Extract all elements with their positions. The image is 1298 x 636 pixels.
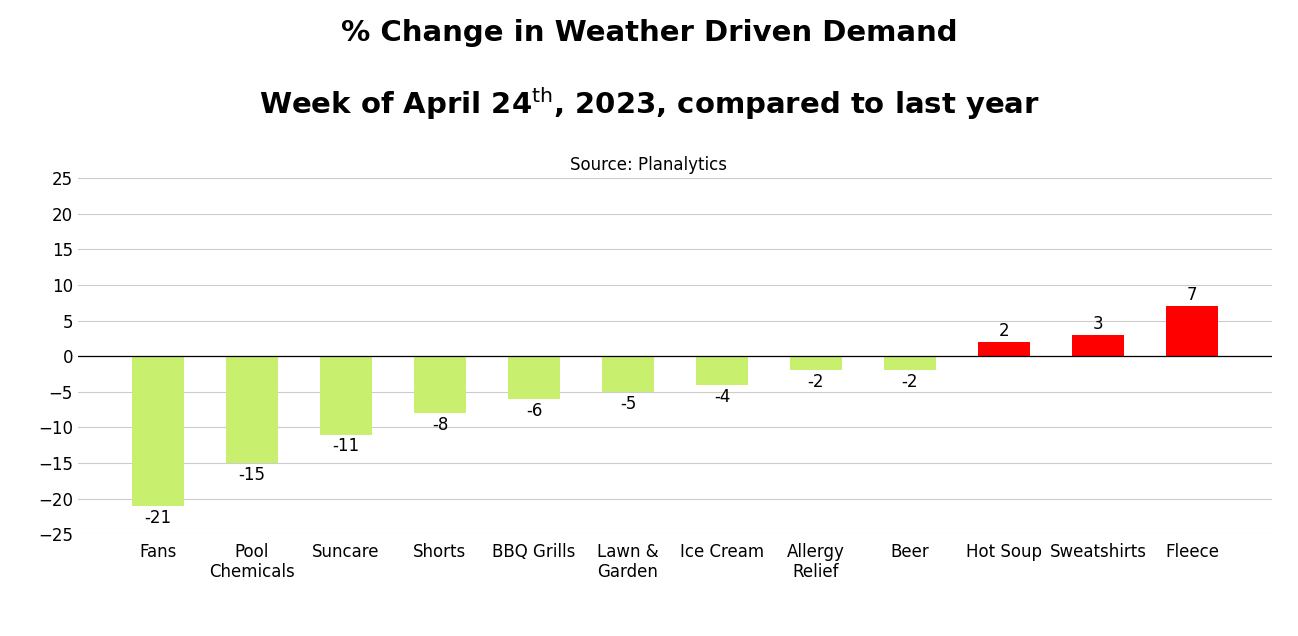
Text: -21: -21 — [144, 509, 171, 527]
Text: -5: -5 — [619, 394, 636, 413]
Bar — [1072, 335, 1124, 356]
Text: -11: -11 — [332, 438, 360, 455]
Bar — [226, 356, 278, 463]
Bar — [508, 356, 559, 399]
Bar — [979, 342, 1029, 356]
Text: -8: -8 — [432, 416, 448, 434]
Text: 7: 7 — [1186, 286, 1197, 304]
Text: 2: 2 — [998, 322, 1010, 340]
Bar — [696, 356, 748, 385]
Bar — [1166, 307, 1218, 356]
Text: -2: -2 — [807, 373, 824, 391]
Text: Source: Planalytics: Source: Planalytics — [571, 156, 727, 174]
Text: % Change in Weather Driven Demand: % Change in Weather Driven Demand — [340, 19, 958, 47]
Bar — [602, 356, 654, 392]
Text: -6: -6 — [526, 402, 543, 420]
Text: -2: -2 — [902, 373, 918, 391]
Bar — [132, 356, 184, 506]
Bar — [884, 356, 936, 370]
Bar — [790, 356, 842, 370]
Text: -15: -15 — [239, 466, 266, 484]
Text: Week of April 24$^{\rm th}$, 2023, compared to last year: Week of April 24$^{\rm th}$, 2023, compa… — [258, 86, 1040, 123]
Text: -4: -4 — [714, 387, 731, 406]
Text: 3: 3 — [1093, 315, 1103, 333]
Bar — [414, 356, 466, 413]
Bar — [321, 356, 371, 434]
